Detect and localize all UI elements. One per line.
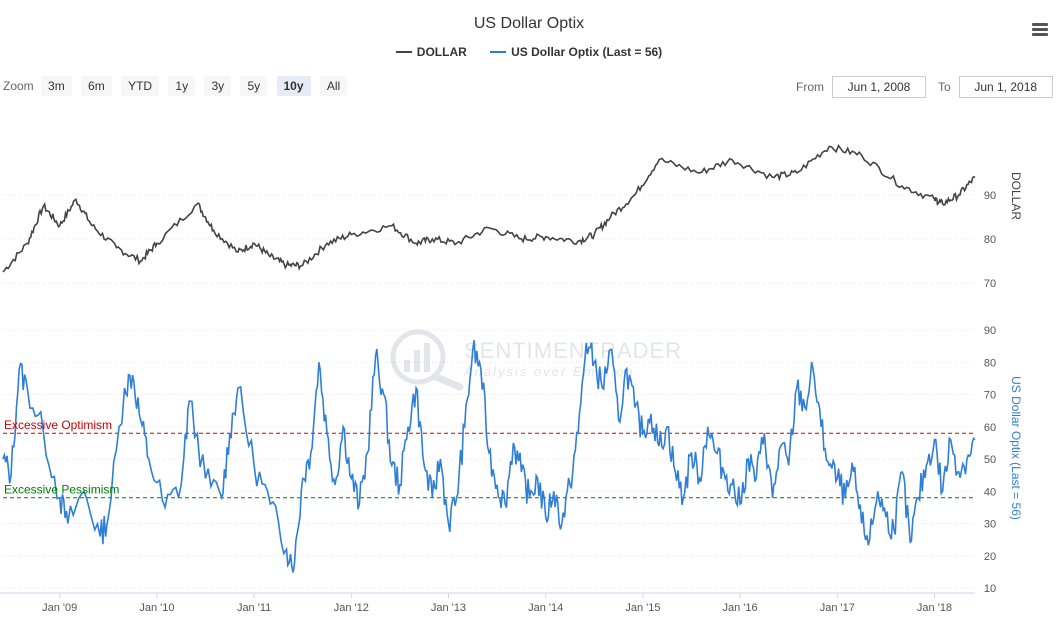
date-range-to: To Jun 1, 2018 [938,76,1053,98]
grid-lines [3,194,975,589]
to-date-input[interactable]: Jun 1, 2018 [958,76,1053,98]
optix-tick-label: 30 [984,519,996,531]
watermark-tagline: Analysis over Emotion [463,364,635,379]
excessive-optimism-label: Excessive Optimism [4,418,112,432]
optix-tick-label: 60 [984,422,996,434]
zoom-button-all[interactable]: All [319,76,348,96]
watermark-bar-icon [414,350,420,372]
x-tick-label: Jan '17 [820,602,855,614]
watermark-bar-icon [424,343,430,372]
to-label: To [938,80,951,94]
chart-legend: DOLLAR US Dollar Optix (Last = 56) [0,45,1058,59]
x-axis: Jan '09 Jan '10 Jan '11 Jan '12 Jan '13 Jan '… [42,593,952,614]
x-tick-label: Jan '13 [431,602,466,614]
dollar-y-axis: 70 80 90 [984,190,996,290]
from-label: From [796,80,824,94]
dollar-swatch-icon [395,50,412,53]
legend-label: DOLLAR [416,45,467,59]
chart-title: US Dollar Optix [473,15,585,32]
dollar-axis-title: DOLLAR [1009,172,1023,220]
zoom-button-ytd[interactable]: YTD [121,76,160,96]
menu-icon[interactable] [1032,23,1048,37]
optix-tick-label: 20 [984,551,996,563]
zoom-button-3y[interactable]: 3y [204,76,232,96]
date-range-from: From Jun 1, 2008 [796,76,926,98]
optix-tick-label: 50 [984,454,996,466]
legend-item-optix[interactable]: US Dollar Optix (Last = 56) [490,45,662,59]
zoom-selector: Zoom 3m 6m YTD 1y 3y 5y 10y All [3,76,353,96]
series-line-optix [2,340,976,573]
dollar-tick-label: 80 [984,234,996,246]
optix-tick-label: 10 [984,583,996,595]
zoom-button-3m[interactable]: 3m [41,76,72,96]
x-tick-label: Jan '09 [42,602,77,614]
watermark: SENTIMENTRADER Analysis over Emotion [390,329,682,391]
from-date-input[interactable]: Jun 1, 2008 [832,76,926,98]
zoom-button-6m[interactable]: 6m [81,76,112,96]
optix-tick-label: 80 [984,357,996,369]
watermark-brand: SENTIMENTRADER [464,338,682,363]
x-tick-label: Jan '11 [237,602,271,614]
series-line-dollar [2,143,976,273]
legend-label: US Dollar Optix (Last = 56) [511,45,663,59]
watermark-bar-icon [404,360,410,372]
zoom-button-1y[interactable]: 1y [168,76,196,96]
zoom-button-5y[interactable]: 5y [240,76,268,96]
excessive-pessimism-label: Excessive Pessimism [4,483,119,497]
x-tick-label: Jan '10 [139,602,174,614]
x-tick-label: Jan '14 [528,602,563,614]
optix-swatch-icon [490,50,507,53]
optix-axis-title: US Dollar Optix (Last = 56) [1009,376,1023,520]
optix-tick-label: 70 [984,390,996,402]
legend-item-dollar[interactable]: DOLLAR [395,45,467,59]
optix-y-axis: 10 20 30 40 50 60 70 80 90 [984,325,996,595]
watermark-handle-icon [432,373,464,391]
dollar-tick-label: 90 [984,190,996,202]
x-tick-label: Jan '15 [625,602,660,614]
x-tick-label: Jan '12 [334,602,369,614]
zoom-button-10y[interactable]: 10y [276,76,311,96]
zoom-label: Zoom [3,79,34,93]
magnifier-watermark-icon [390,329,446,385]
optix-tick-label: 90 [984,325,996,337]
dollar-tick-label: 70 [984,278,996,290]
optix-tick-label: 40 [984,486,996,498]
x-tick-label: Jan '16 [723,602,758,614]
x-tick-label: Jan '18 [917,602,952,614]
